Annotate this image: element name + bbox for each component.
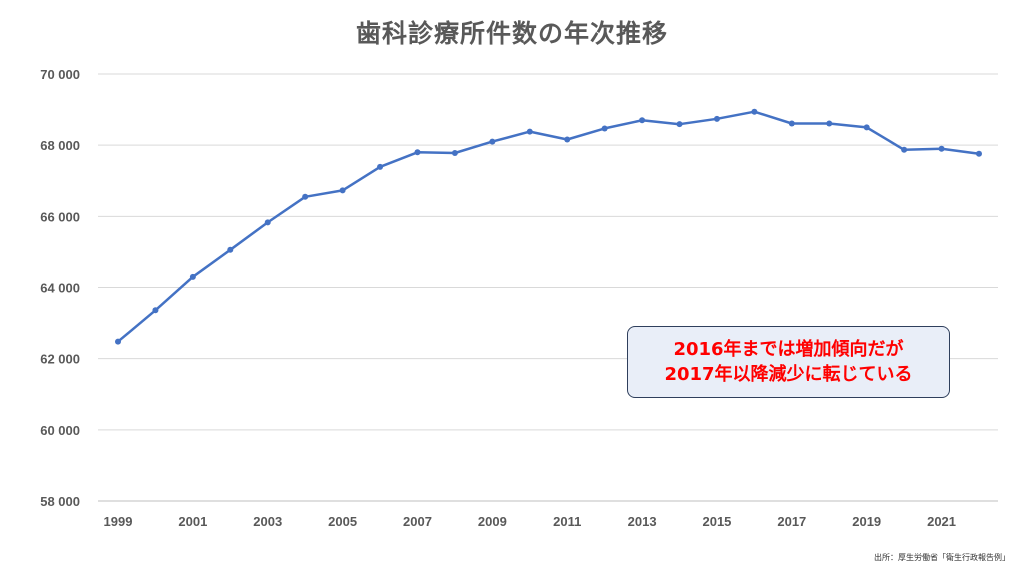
- data-point: [264, 219, 271, 226]
- data-point: [826, 120, 833, 127]
- y-tick-label: 70 000: [40, 67, 80, 82]
- data-point: [302, 193, 309, 200]
- data-point: [489, 138, 496, 145]
- data-point: [639, 117, 646, 124]
- x-tick-label: 2011: [553, 514, 581, 529]
- x-axis-ticks: 1999 2001 2003 2005 2007 2009 2011 2013 2015 2017…: [104, 514, 956, 529]
- y-tick-label: 68 000: [40, 138, 80, 153]
- x-tick-label: 2003: [253, 514, 282, 529]
- data-point: [901, 146, 908, 153]
- y-axis-ticks: 70 000 68 000 66 000 64 000 62 000 60 000 58 0…: [40, 67, 80, 509]
- y-tick-label: 58 000: [40, 494, 80, 509]
- data-point: [751, 108, 758, 115]
- annotation-box: 2016年までは増加傾向だが 2017年以降減少に転じている: [627, 326, 950, 398]
- source-note: 出所：厚生労働省「衛生行政報告例」: [874, 553, 1010, 562]
- data-point: [938, 145, 945, 152]
- data-point: [976, 150, 982, 157]
- data-point: [451, 149, 458, 156]
- annotation-line-1: 2016年までは増加傾向だが: [673, 339, 904, 360]
- y-tick-label: 64 000: [40, 281, 80, 296]
- data-point: [788, 120, 795, 127]
- data-point: [377, 163, 384, 170]
- data-point: [115, 338, 121, 345]
- y-tick-label: 66 000: [40, 209, 80, 224]
- data-point: [152, 307, 159, 314]
- data-point: [227, 246, 234, 253]
- data-point: [414, 149, 421, 156]
- data-point: [564, 136, 571, 143]
- chart-title: 歯科診療所件数の年次推移: [355, 19, 668, 48]
- x-tick-label: 2021: [927, 514, 956, 529]
- y-tick-label: 60 000: [40, 423, 80, 438]
- series-line: [117, 110, 980, 343]
- x-tick-label: 2009: [478, 514, 507, 529]
- x-tick-label: 2017: [777, 514, 806, 529]
- data-point: [863, 124, 870, 131]
- annotation-line-2: 2017年以降減少に転じている: [664, 364, 913, 385]
- x-tick-label: 2019: [852, 514, 881, 529]
- data-point: [601, 125, 608, 132]
- x-tick-label: 2013: [628, 514, 657, 529]
- gridlines: [98, 73, 998, 502]
- data-point: [526, 128, 533, 135]
- y-tick-label: 62 000: [40, 352, 80, 367]
- x-tick-label: 2015: [702, 514, 731, 529]
- data-point: [713, 115, 720, 122]
- data-point: [189, 273, 196, 280]
- x-tick-label: 2007: [403, 514, 432, 529]
- x-tick-label: 2001: [178, 514, 207, 529]
- data-point: [676, 121, 683, 128]
- series-group: [115, 108, 982, 345]
- data-point: [339, 187, 346, 194]
- x-tick-label: 2005: [328, 514, 357, 529]
- x-tick-label: 1999: [104, 514, 133, 529]
